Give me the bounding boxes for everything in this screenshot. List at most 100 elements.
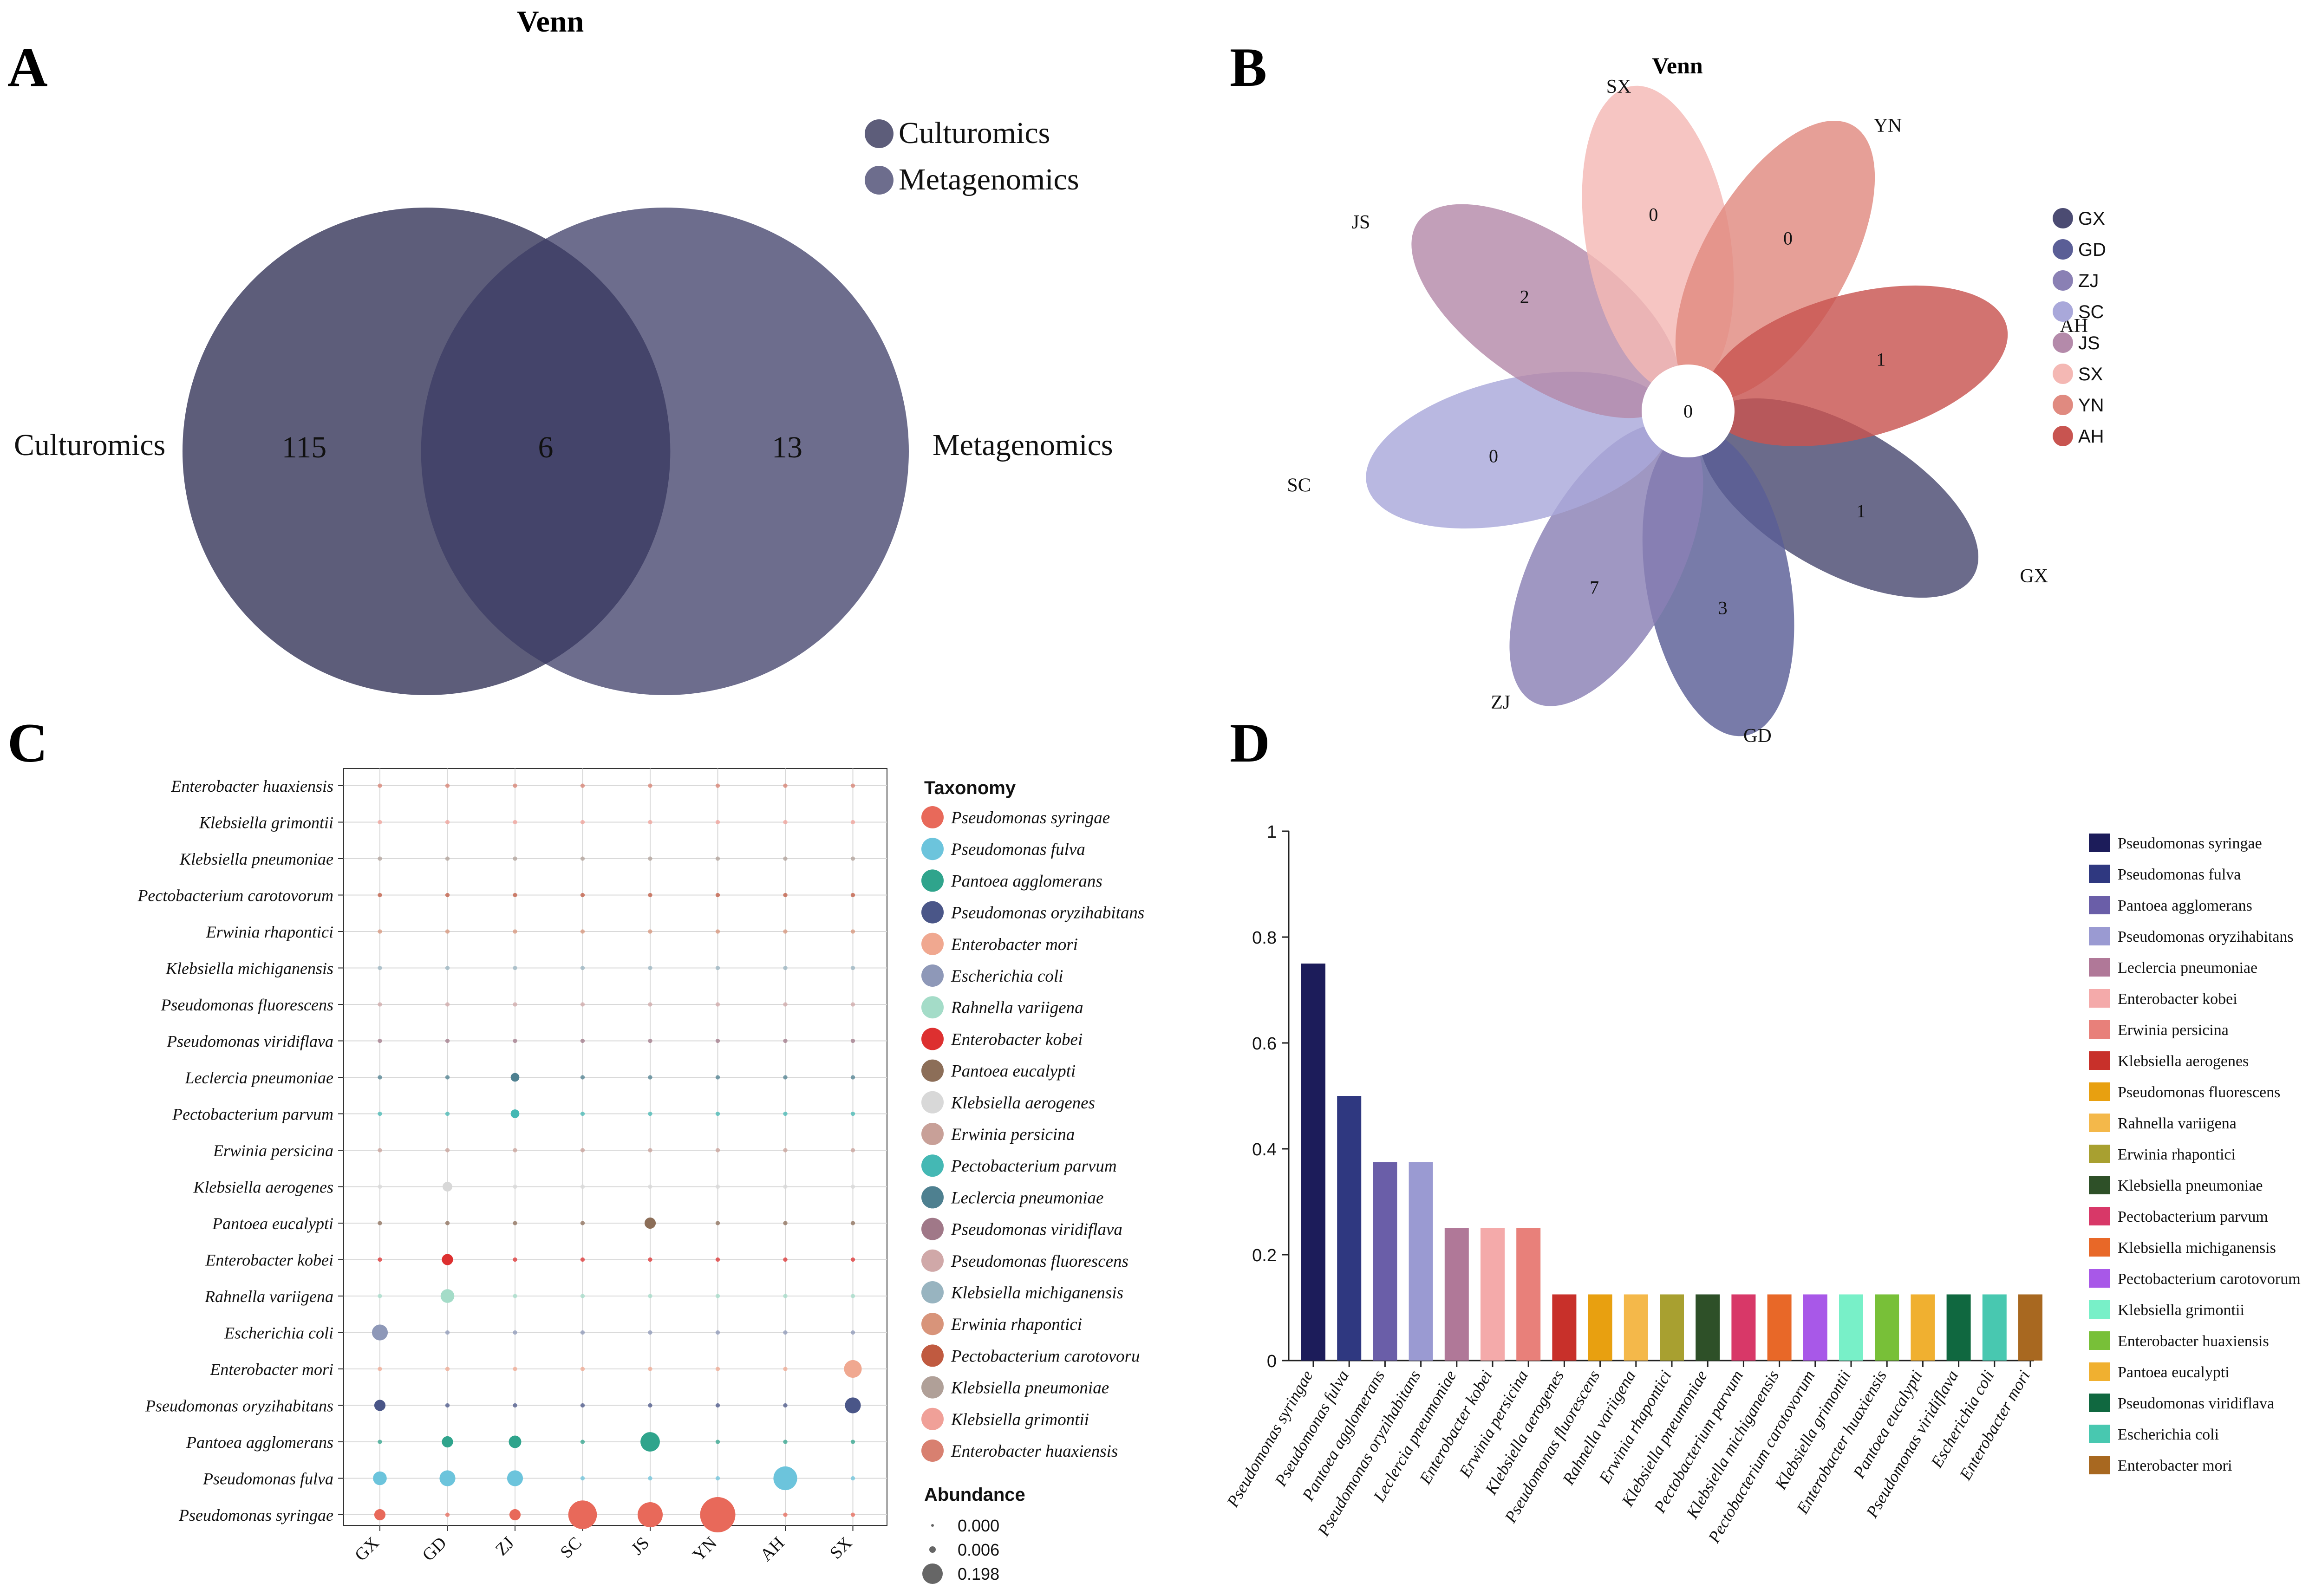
bubble-point	[445, 1221, 450, 1225]
bar-legend-swatch	[2089, 1238, 2110, 1257]
bubble-point	[580, 1257, 585, 1262]
bubble-point	[507, 1470, 523, 1486]
taxonomy-legend-swatch	[921, 901, 944, 924]
taxonomy-legend-swatch	[921, 1059, 944, 1082]
bubble-point	[513, 783, 517, 788]
flower-legend-label-yn: YN	[2078, 395, 2104, 416]
bubble-point	[580, 1403, 585, 1408]
taxonomy-legend-label: Rahnella variigena	[951, 998, 1083, 1017]
taxonomy-legend-swatch	[921, 1186, 944, 1209]
bubble-points	[372, 783, 862, 1532]
bubble-point	[637, 1502, 663, 1528]
taxonomy-legend-label: Pseudomonas oryzihabitans	[951, 904, 1144, 923]
bubble-point	[648, 820, 652, 825]
bubble-y-label: Erwinia rhapontici	[206, 923, 333, 941]
bubble-y-labels: Enterobacter huaxiensis Klebsiella grimon…	[137, 777, 333, 1524]
petal-label-js: JS	[1352, 212, 1370, 233]
taxonomy-legend-label: Pseudomonas fulva	[951, 840, 1085, 859]
bar-legend-label: Pantoea agglomerans	[2118, 897, 2252, 914]
panel-c: C Enterobacter huaxiensis Klebsiella grim…	[7, 712, 1144, 1584]
taxonomy-legend-label: Erwinia persicina	[951, 1125, 1075, 1144]
bubble-y-label: Pectobacterium carotovorum	[137, 886, 333, 905]
flower-legend: GX GD ZJ SC JS SX YN AH	[2053, 208, 2106, 447]
bubble-point	[580, 856, 585, 861]
taxonomy-legend-swatch	[921, 1440, 944, 1462]
bubble-point	[850, 1440, 855, 1444]
bubble-point	[850, 856, 855, 861]
bubble-point	[783, 965, 788, 971]
bar-legend-label: Klebsiella pneumoniae	[2118, 1177, 2263, 1194]
bubble-point	[439, 1470, 456, 1486]
bar-series	[1301, 964, 2042, 1361]
flower-legend-swatch-js	[2053, 332, 2073, 353]
taxonomy-legend-swatch	[921, 1218, 944, 1240]
bar-legend: Pseudomonas syringae Pseudomonas fulva Pan…	[2089, 834, 2301, 1474]
flower-center-value: 0	[1683, 401, 1693, 422]
bubble-point	[442, 1254, 453, 1265]
flower-legend-label-gx: GX	[2078, 208, 2105, 229]
petal-value-js: 2	[1520, 286, 1529, 307]
venn-a-title: Venn	[517, 5, 584, 39]
bubble-x-label: GX	[351, 1533, 383, 1565]
bubble-point	[445, 1512, 450, 1517]
bar-legend-swatch	[2089, 1394, 2110, 1412]
bar-legend-label: Pseudomonas syringae	[2118, 835, 2262, 852]
bubble-point	[648, 856, 652, 861]
bubble-point	[378, 1148, 382, 1153]
bar-legend-label: Enterobacter mori	[2118, 1457, 2232, 1474]
bar-legend-swatch	[2089, 1020, 2110, 1039]
taxonomy-legend-label: Erwinia rhapontici	[951, 1315, 1082, 1334]
taxonomy-legend-swatch	[921, 1123, 944, 1145]
bubble-point	[510, 1109, 520, 1118]
bubble-point	[715, 965, 720, 971]
bar-legend-swatch	[2089, 896, 2110, 914]
venn-overlap	[421, 239, 671, 664]
bubble-point	[850, 892, 855, 898]
bubble-point	[445, 1403, 450, 1408]
bubble-point	[445, 965, 450, 971]
bar	[1444, 1228, 1469, 1361]
venn-count-culturomics: 115	[282, 430, 327, 464]
bubble-point	[783, 1111, 788, 1116]
bubble-x-label: YN	[689, 1533, 721, 1565]
bubble-point	[445, 1330, 450, 1335]
bubble-point	[513, 1403, 517, 1408]
petal-label-sc: SC	[1287, 475, 1311, 496]
bubble-point	[378, 1257, 382, 1262]
venn-count-intersection: 6	[538, 430, 554, 464]
bubble-point	[644, 1217, 656, 1229]
bubble-point	[783, 856, 788, 861]
legend-swatch-culturomics	[865, 119, 894, 148]
bar	[1875, 1294, 1899, 1361]
bar-legend-label: Rahnella variigena	[2118, 1115, 2237, 1132]
bubble-point	[648, 1184, 652, 1189]
abundance-legend-title: Abundance	[924, 1485, 1025, 1505]
flower-legend-label-sc: SC	[2078, 302, 2104, 322]
abundance-legend-label: 0.000	[958, 1516, 999, 1535]
bubble-point	[783, 820, 788, 825]
bubble-point	[783, 1075, 788, 1080]
bar-legend-label: Klebsiella michiganensis	[2118, 1239, 2276, 1257]
bubble-y-label: Rahnella variigena	[204, 1287, 333, 1306]
bubble-x-label: SX	[826, 1533, 856, 1563]
panel-d: D 0 0.2 0.4 0.6 0.8 1 Pseudomonas syringae Pse…	[1223, 712, 2300, 1546]
bubble-point	[850, 965, 855, 971]
taxonomy-legend-label: Pseudomonas viridiflava	[951, 1220, 1122, 1239]
bar-axes: 0 0.2 0.4 0.6 0.8 1	[1252, 822, 2034, 1371]
bubble-point	[580, 965, 585, 971]
bubble-point	[715, 820, 720, 825]
bubble-y-label: Pseudomonas fluorescens	[160, 996, 333, 1014]
bubble-point	[648, 1148, 652, 1153]
bubble-point	[442, 1436, 453, 1448]
bar-legend-label: Pantoea eucalypti	[2118, 1364, 2230, 1381]
bubble-point	[715, 1257, 720, 1262]
petal-value-ah: 1	[1876, 349, 1885, 370]
bubble-point	[715, 783, 720, 788]
bubble-y-label: Klebsiella grimontii	[199, 814, 333, 832]
bubble-point	[850, 1294, 855, 1298]
bubble-point	[850, 1148, 855, 1153]
bubble-point	[378, 929, 382, 934]
bar-legend-swatch	[2089, 1425, 2110, 1443]
bubble-point	[850, 1038, 855, 1043]
